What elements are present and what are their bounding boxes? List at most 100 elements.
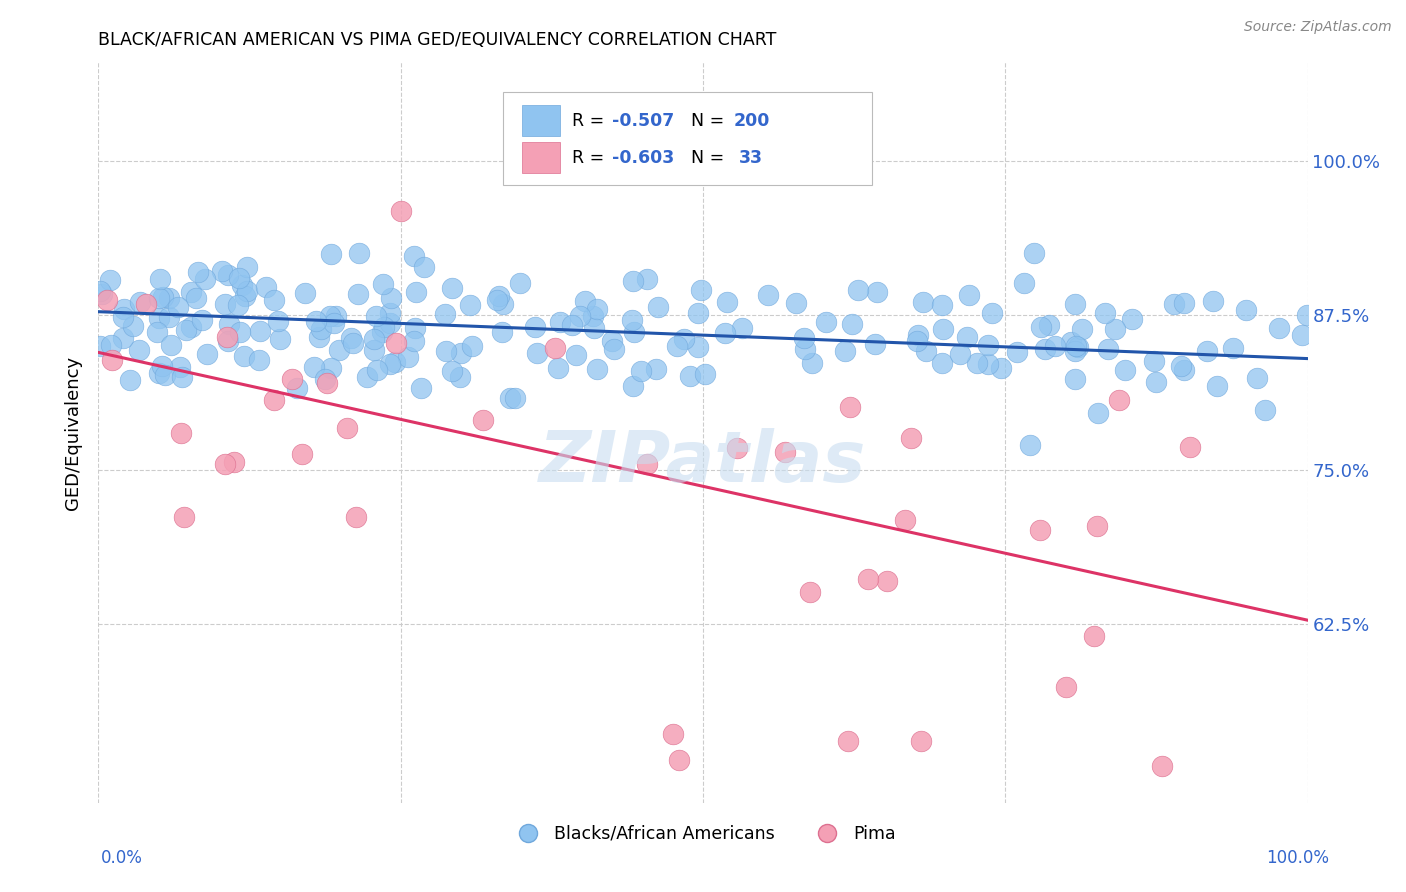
Point [378, 306, 401, 320]
Point [931, 356, 953, 370]
Point [1064, 297, 1087, 311]
Point [128, 343, 150, 357]
FancyBboxPatch shape [503, 92, 872, 185]
Point [302, 359, 325, 374]
Text: 100.0%: 100.0% [1265, 849, 1329, 867]
Point [621, 274, 644, 288]
Point [267, 314, 290, 328]
Point [910, 734, 932, 748]
Text: N =: N = [690, 112, 730, 130]
Legend: Blacks/African Americans, Pima: Blacks/African Americans, Pima [503, 818, 903, 850]
Point [1012, 276, 1035, 290]
Point [411, 381, 433, 395]
Point [491, 296, 513, 310]
Point [547, 361, 569, 376]
Point [548, 315, 571, 329]
Text: -0.507: -0.507 [613, 112, 675, 130]
Point [434, 306, 457, 320]
Point [775, 445, 797, 459]
Point [689, 283, 711, 297]
Text: 200: 200 [734, 112, 769, 130]
Y-axis label: GED/Equivalency: GED/Equivalency [65, 356, 83, 509]
Point [1043, 338, 1066, 352]
Point [263, 293, 285, 307]
Point [1083, 629, 1105, 643]
Point [630, 364, 652, 378]
Point [356, 369, 378, 384]
Point [915, 343, 938, 358]
Point [396, 350, 419, 364]
Point [325, 309, 347, 323]
Point [491, 325, 513, 339]
Point [149, 271, 172, 285]
Point [1024, 246, 1046, 260]
Point [148, 366, 170, 380]
Point [378, 357, 401, 371]
Point [1121, 311, 1143, 326]
Point [1143, 354, 1166, 368]
Point [976, 357, 998, 371]
Point [662, 727, 685, 741]
Point [644, 362, 666, 376]
Point [366, 309, 388, 323]
Point [159, 338, 181, 352]
Point [1173, 296, 1195, 310]
Point [841, 317, 863, 331]
Point [148, 291, 170, 305]
Point [371, 325, 394, 339]
Point [226, 298, 249, 312]
Point [340, 330, 363, 344]
Point [342, 336, 364, 351]
Text: BLACK/AFRICAN AMERICAN VS PIMA GED/EQUIVALENCY CORRELATION CHART: BLACK/AFRICAN AMERICAN VS PIMA GED/EQUIV… [98, 31, 776, 49]
Point [1071, 322, 1094, 336]
Point [319, 361, 342, 376]
Point [319, 247, 342, 261]
Point [112, 310, 135, 325]
Point [347, 246, 370, 260]
Point [1178, 440, 1201, 454]
Text: -0.603: -0.603 [613, 149, 675, 167]
Point [1108, 393, 1130, 408]
Point [686, 340, 709, 354]
Point [932, 322, 955, 336]
Point [380, 291, 402, 305]
Point [170, 425, 193, 440]
Point [173, 510, 195, 524]
Point [100, 338, 122, 352]
Text: N =: N = [690, 149, 730, 167]
Point [180, 285, 202, 299]
Point [101, 352, 124, 367]
Point [129, 294, 152, 309]
Point [402, 249, 425, 263]
Point [1094, 306, 1116, 320]
Point [1085, 519, 1108, 533]
Point [344, 510, 367, 524]
Point [582, 321, 605, 335]
Point [686, 306, 709, 320]
Point [793, 331, 815, 345]
Point [384, 355, 406, 369]
Point [233, 349, 256, 363]
Point [1114, 363, 1136, 377]
Point [347, 287, 370, 301]
Point [568, 310, 591, 324]
Point [461, 339, 484, 353]
Point [523, 320, 546, 334]
Point [834, 344, 856, 359]
Point [146, 325, 169, 339]
Point [620, 313, 643, 327]
Point [231, 277, 253, 292]
Point [794, 342, 817, 356]
Point [285, 381, 308, 395]
Point [1144, 375, 1167, 389]
Point [1152, 758, 1174, 772]
Point [1060, 334, 1083, 349]
Point [228, 270, 250, 285]
Point [931, 298, 953, 312]
Point [190, 313, 212, 327]
Point [211, 264, 233, 278]
Point [449, 370, 471, 384]
Point [666, 339, 689, 353]
Point [89, 284, 111, 298]
Point [1206, 379, 1229, 393]
